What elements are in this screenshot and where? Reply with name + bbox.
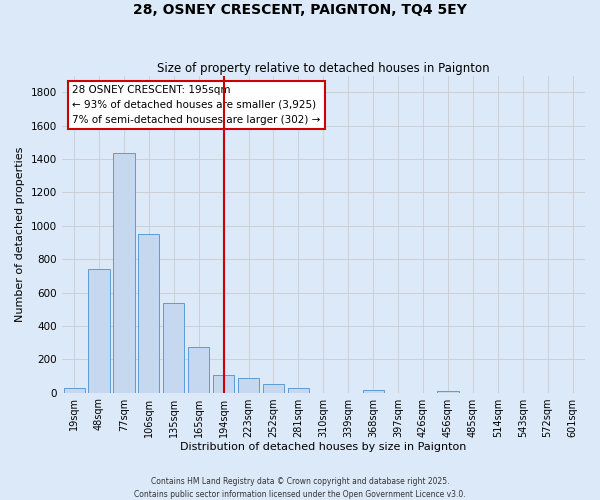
Bar	[113, 153, 134, 392]
Bar	[138, 234, 160, 392]
Text: 28 OSNEY CRESCENT: 195sqm
← 93% of detached houses are smaller (3,925)
7% of sem: 28 OSNEY CRESCENT: 195sqm ← 93% of detac…	[72, 85, 320, 125]
Bar	[88, 269, 110, 392]
Bar	[163, 304, 184, 392]
Bar	[213, 375, 234, 392]
Bar	[288, 388, 309, 392]
Bar	[238, 378, 259, 392]
X-axis label: Distribution of detached houses by size in Paignton: Distribution of detached houses by size …	[180, 442, 467, 452]
Bar	[437, 391, 458, 392]
Y-axis label: Number of detached properties: Number of detached properties	[15, 146, 25, 322]
Text: Contains HM Land Registry data © Crown copyright and database right 2025.
Contai: Contains HM Land Registry data © Crown c…	[134, 478, 466, 499]
Bar	[263, 384, 284, 392]
Bar	[362, 390, 384, 392]
Bar	[188, 346, 209, 393]
Text: 28, OSNEY CRESCENT, PAIGNTON, TQ4 5EY: 28, OSNEY CRESCENT, PAIGNTON, TQ4 5EY	[133, 2, 467, 16]
Title: Size of property relative to detached houses in Paignton: Size of property relative to detached ho…	[157, 62, 490, 74]
Bar	[64, 388, 85, 392]
